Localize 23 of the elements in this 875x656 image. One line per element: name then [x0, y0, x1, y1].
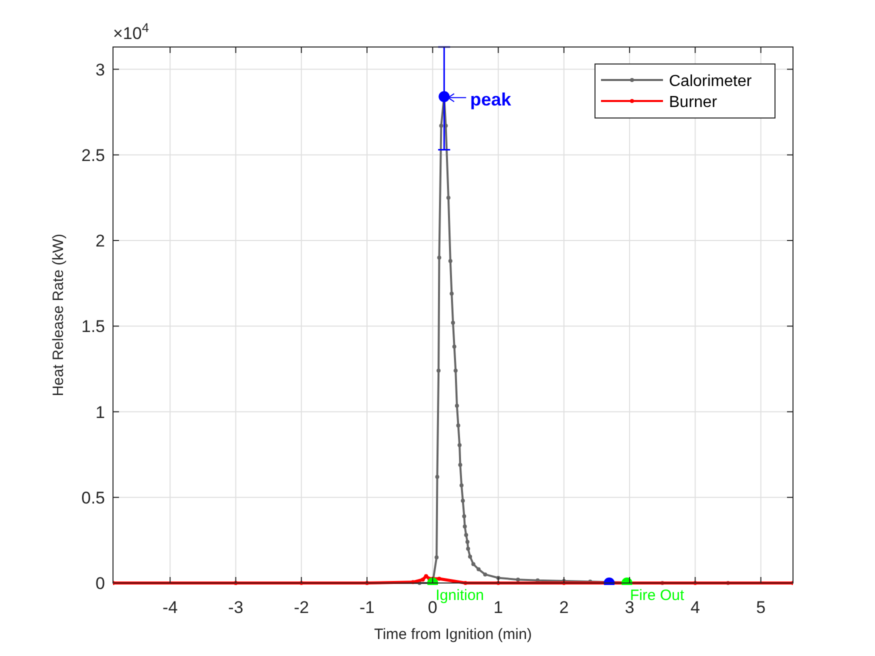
legend-label: Calorimeter — [669, 73, 752, 90]
x-tick-label: 2 — [559, 598, 569, 617]
x-tick-label: -2 — [294, 598, 309, 617]
x-tick-label: -4 — [162, 598, 178, 617]
y-axis-title: Heat Release Rate (kW) — [50, 234, 67, 396]
x-axis-title: Time from Ignition (min) — [374, 626, 532, 643]
x-tick-label: -1 — [359, 598, 375, 617]
text: ×10$^{4}$ — [113, 20, 149, 43]
x-tick-label: 0 — [428, 598, 438, 617]
x-tick-label: 1 — [494, 598, 504, 617]
y-tick-label: 1 — [96, 402, 105, 422]
x-tick-label: -3 — [228, 598, 244, 617]
y-tick-label: 2.5 — [81, 146, 105, 165]
annotation: peak — [470, 90, 512, 110]
annotation: Ignition — [436, 587, 484, 604]
y-tick-label: 3 — [96, 60, 105, 80]
x-tick-label: 5 — [756, 598, 766, 617]
y-tick-label: 1.5 — [81, 317, 105, 336]
legend-label: Burner — [669, 94, 718, 111]
y-tick-label: 2 — [96, 232, 105, 251]
y-tick-label: 0.5 — [81, 488, 105, 508]
x-tick-label: 4 — [690, 598, 700, 617]
y-tick-label: 0 — [96, 574, 105, 593]
